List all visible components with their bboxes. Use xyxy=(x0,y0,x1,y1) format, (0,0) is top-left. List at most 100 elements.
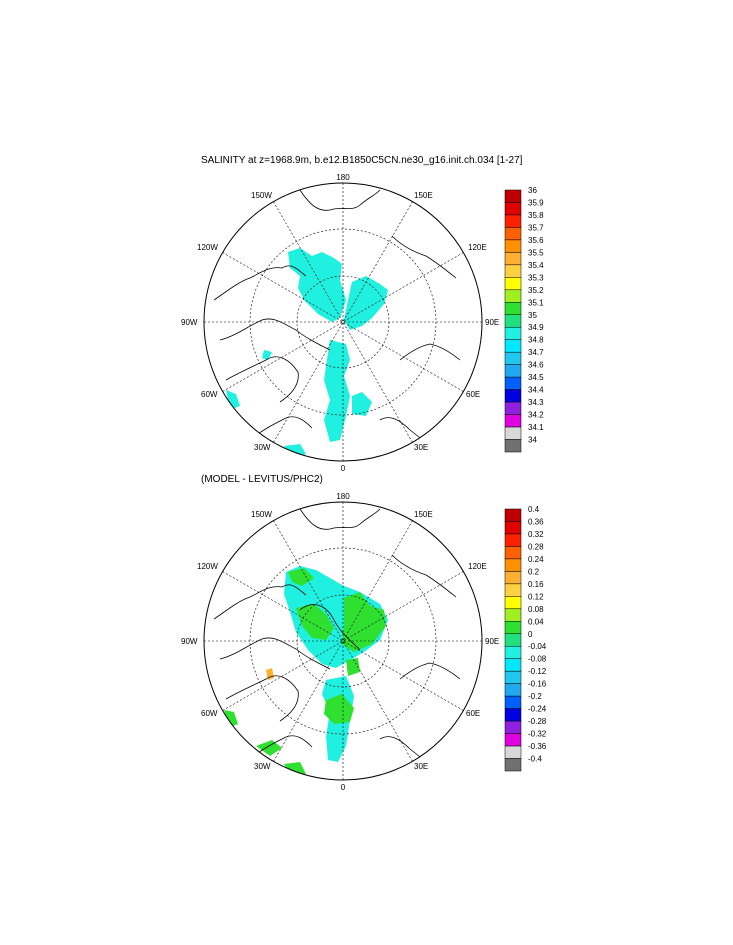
top-lon-label-60e: 60E xyxy=(466,390,480,399)
top-colorbar-label-19: 34.1 xyxy=(528,423,544,432)
top-colorbar-label-20: 34 xyxy=(528,436,537,445)
top-colorbar-box-13 xyxy=(504,351,522,365)
top-colorbar-label-3: 35.7 xyxy=(528,223,544,232)
bottom-polar-map: 180 150E 120E 90E 60E 30E 0 30W 60W 90W … xyxy=(181,492,547,792)
top-colorbar-label-9: 35.1 xyxy=(528,298,544,307)
top-colorbar-label-0: 36 xyxy=(528,186,537,195)
bottom-colorbar-label-7: 0.12 xyxy=(528,592,544,601)
top-colorbar-label-17: 34.3 xyxy=(528,398,544,407)
top-colorbar-label-10: 35 xyxy=(528,311,537,320)
bottom-colorbar-box-4 xyxy=(504,558,522,572)
bottom-field-orange-baffin xyxy=(266,668,274,680)
bottom-colorbar-label-9: 0.04 xyxy=(528,617,544,626)
bottom-field-green-canada xyxy=(296,604,334,640)
top-field-canada-basin xyxy=(288,248,346,322)
top-colorbar-box-18 xyxy=(504,414,522,428)
top-colorbar-label-1: 35.9 xyxy=(528,198,544,207)
bottom-colorbar-label-14: -0.16 xyxy=(528,680,547,689)
bottom-colorbar-box-5 xyxy=(504,571,522,585)
bottom-colorbar-box-17 xyxy=(504,720,522,734)
bottom-graticule xyxy=(204,502,482,780)
bottom-lon-label-60e: 60E xyxy=(466,709,480,718)
top-colorbar-box-19 xyxy=(504,426,522,440)
top-map-title: SALINITY at z=1968.9m, b.e12.B1850C5CN.n… xyxy=(201,155,523,166)
top-lon-label-150w: 150W xyxy=(251,191,272,200)
bottom-colorbar-box-1 xyxy=(504,521,522,535)
bottom-field-green-eurasian xyxy=(342,592,386,652)
top-lon-label-90e: 90E xyxy=(485,318,499,327)
bottom-colorbar-label-10: 0 xyxy=(528,630,533,639)
top-colorbar-box-17 xyxy=(504,401,522,415)
bottom-map-boundary xyxy=(203,501,483,781)
bottom-colorbar: 0.4 0.36 0.32 0.28 0.24 0.2 0.16 0.12 0.08 0.04 0 -… xyxy=(504,505,547,772)
bottom-colorbar-label-4: 0.24 xyxy=(528,555,544,564)
top-lon-label-180: 180 xyxy=(336,173,350,182)
bottom-colorbar-box-20 xyxy=(504,758,522,772)
top-colorbar-box-16 xyxy=(504,389,522,403)
top-field-nordic-patch xyxy=(352,392,372,416)
top-lon-label-0: 0 xyxy=(341,464,346,473)
top-colorbar-box-6 xyxy=(504,264,522,278)
bottom-lon-label-150e: 150E xyxy=(414,510,433,519)
top-colorbar-label-18: 34.2 xyxy=(528,411,544,420)
top-colorbar-label-6: 35.4 xyxy=(528,261,544,270)
bottom-colorbar-label-6: 0.16 xyxy=(528,580,544,589)
bottom-field-green-labrador xyxy=(224,710,238,728)
top-field-fram-strait xyxy=(324,340,350,442)
bottom-colorbar-label-3: 0.28 xyxy=(528,542,544,551)
bottom-colorbar-box-16 xyxy=(504,708,522,722)
bottom-colorbar-label-11: -0.04 xyxy=(528,642,547,651)
bottom-lon-label-150w: 150W xyxy=(251,510,272,519)
top-colorbar-box-1 xyxy=(504,202,522,216)
bottom-colorbar-box-7 xyxy=(504,596,522,610)
top-colorbar-box-11 xyxy=(504,326,522,340)
top-colorbar-box-14 xyxy=(504,364,522,378)
bottom-lon-label-180: 180 xyxy=(336,492,350,501)
bottom-colorbar-label-19: -0.36 xyxy=(528,742,547,751)
bottom-colorbar-label-1: 0.36 xyxy=(528,517,544,526)
top-lon-label-120w: 120W xyxy=(197,243,218,252)
bottom-lon-label-0: 0 xyxy=(341,783,346,792)
bottom-colorbar-box-2 xyxy=(504,533,522,547)
bottom-lon-label-30w: 30W xyxy=(254,762,271,771)
bottom-colorbar-label-20: -0.4 xyxy=(528,755,542,764)
top-colorbar-box-5 xyxy=(504,252,522,266)
top-colorbar-box-2 xyxy=(504,214,522,228)
top-colorbar-label-11: 34.9 xyxy=(528,323,544,332)
top-colorbar-label-16: 34.4 xyxy=(528,386,544,395)
top-colorbar-box-15 xyxy=(504,376,522,390)
top-colorbar-label-4: 35.6 xyxy=(528,236,544,245)
bottom-colorbar-label-17: -0.28 xyxy=(528,717,547,726)
top-lon-label-30e: 30E xyxy=(414,443,428,452)
top-graticule xyxy=(204,183,482,461)
bottom-field-green-beaufort xyxy=(288,568,314,586)
top-lon-label-30w: 30W xyxy=(254,443,271,452)
bottom-colorbar-label-18: -0.32 xyxy=(528,730,547,739)
bottom-lon-label-90e: 90E xyxy=(485,637,499,646)
top-colorbar-box-20 xyxy=(504,439,522,453)
bottom-colorbar-box-13 xyxy=(504,670,522,684)
top-field-baffin xyxy=(262,350,272,360)
bottom-colorbar-box-19 xyxy=(504,745,522,759)
bottom-colorbar-box-18 xyxy=(504,733,522,747)
top-map-boundary xyxy=(203,182,483,462)
top-polar-map: 180 150E 120E 90E 60E 30E 0 30W 60W 90W … xyxy=(181,173,544,473)
top-colorbar-box-4 xyxy=(504,239,522,253)
bottom-colorbar-box-15 xyxy=(504,695,522,709)
bottom-colorbar-label-13: -0.12 xyxy=(528,667,547,676)
bottom-colorbar-label-16: -0.24 xyxy=(528,705,547,714)
bottom-map-title: (MODEL - LEVITUS/PHC2) xyxy=(201,474,323,485)
bottom-colorbar-label-8: 0.08 xyxy=(528,605,544,614)
top-colorbar-label-8: 35.2 xyxy=(528,286,544,295)
bottom-lon-label-120w: 120W xyxy=(197,562,218,571)
top-lon-label-60w: 60W xyxy=(201,390,218,399)
bottom-colorbar-box-12 xyxy=(504,658,522,672)
top-colorbar: 36 35.9 35.8 35.7 35.6 35.5 35.4 35.3 35.2 35.1 35… xyxy=(504,186,544,453)
top-lon-label-90w: 90W xyxy=(181,318,198,327)
top-colorbar-box-12 xyxy=(504,339,522,353)
top-lon-label-150e: 150E xyxy=(414,191,433,200)
top-colorbar-box-3 xyxy=(504,227,522,241)
top-colorbar-box-10 xyxy=(504,314,522,328)
top-colorbar-box-9 xyxy=(504,302,522,316)
